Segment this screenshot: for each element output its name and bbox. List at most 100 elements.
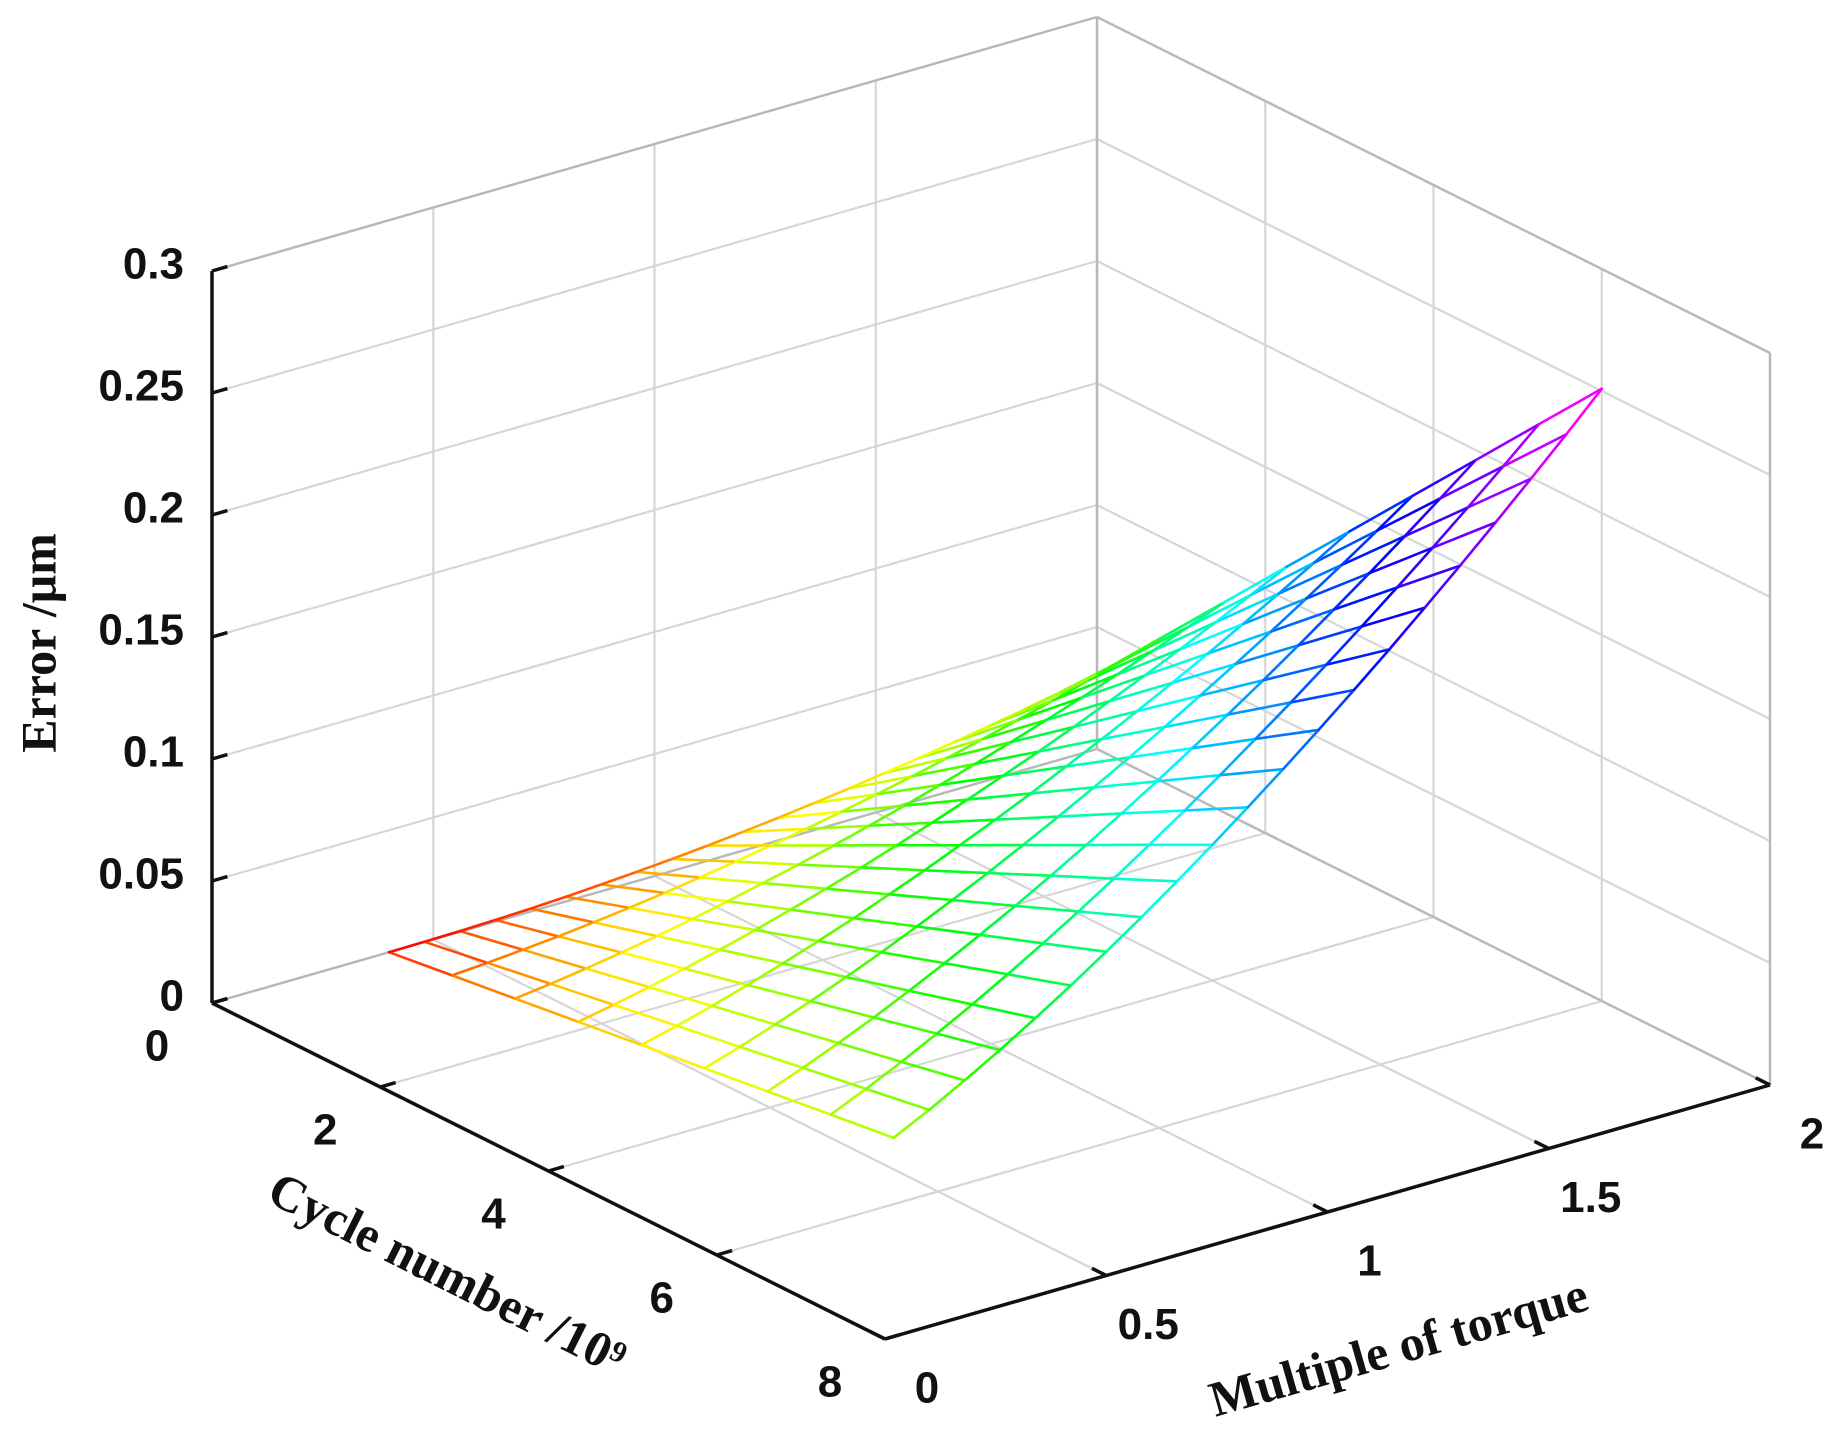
mesh-line — [1234, 630, 1273, 666]
mesh-line — [994, 792, 1033, 822]
mesh-line — [1360, 606, 1427, 628]
mesh-line — [970, 972, 1009, 1006]
mesh-line — [900, 1032, 939, 1064]
mesh-line — [1041, 942, 1108, 954]
mesh-line — [655, 917, 694, 938]
mesh-line — [1277, 561, 1316, 596]
mesh-line — [600, 870, 639, 886]
mesh-line — [907, 989, 974, 1006]
mesh-line — [1171, 662, 1237, 685]
mesh-line — [847, 771, 886, 790]
mesh-line — [703, 1066, 769, 1093]
mesh-line — [1234, 643, 1300, 666]
mesh-line — [974, 750, 1040, 766]
z-tick — [211, 630, 228, 639]
mesh-line — [733, 844, 772, 863]
mesh-line — [809, 975, 848, 1003]
mesh-line — [994, 815, 1060, 822]
mesh-line — [726, 899, 792, 911]
mesh-line — [840, 804, 906, 813]
mesh-line — [458, 929, 525, 952]
box-edge — [211, 15, 1098, 273]
mesh-line — [486, 961, 552, 986]
y-tick — [884, 1332, 901, 1341]
mesh-line — [1375, 494, 1414, 532]
mesh-line — [872, 989, 911, 1019]
mesh-line — [627, 906, 694, 921]
mesh-line — [1183, 773, 1222, 812]
mesh-line — [852, 916, 919, 928]
mesh-line — [1014, 904, 1080, 913]
mesh-line — [521, 948, 588, 970]
mesh-line — [875, 783, 942, 796]
mesh-line — [852, 893, 891, 920]
mesh-line — [986, 871, 1053, 878]
mesh-line — [1095, 637, 1162, 676]
mesh-line — [1198, 662, 1237, 697]
x-tick-label: 1 — [1357, 1237, 1381, 1286]
mesh-line — [1135, 694, 1202, 713]
mesh-line — [1348, 494, 1414, 533]
x-tick — [1312, 1203, 1329, 1214]
mesh-line — [423, 929, 462, 944]
mesh-line — [1198, 678, 1265, 697]
mesh-line — [844, 975, 911, 993]
mesh-line — [556, 935, 623, 954]
mesh-line — [670, 844, 709, 861]
mesh-line — [1501, 423, 1540, 468]
mesh-line — [738, 1023, 777, 1049]
mesh-line — [1001, 750, 1040, 777]
mesh-line — [837, 1041, 903, 1064]
mesh-line — [1057, 786, 1096, 818]
mesh-line — [1411, 458, 1477, 498]
mesh-line — [1037, 737, 1103, 753]
mesh-line — [867, 821, 934, 828]
mesh-line — [847, 774, 914, 790]
mesh-line — [1241, 592, 1280, 626]
mesh-line — [1080, 673, 1119, 700]
mesh-line — [675, 1004, 714, 1028]
mesh-line — [829, 1087, 868, 1116]
mesh-line — [663, 876, 702, 895]
x-tick-label: 0.5 — [1118, 1300, 1179, 1349]
mesh-line — [1261, 643, 1300, 682]
mesh-line — [1221, 565, 1288, 605]
mesh-line — [387, 950, 454, 977]
z-tick — [211, 264, 228, 273]
mesh-line — [1466, 477, 1533, 509]
mesh-line — [1060, 672, 1099, 693]
mesh-line — [458, 918, 497, 933]
mesh-line — [978, 904, 1017, 937]
mesh-line — [1241, 597, 1308, 626]
mesh-line — [1297, 625, 1363, 647]
mesh-line — [1143, 652, 1210, 677]
mesh-line — [620, 934, 659, 954]
mesh-layer — [387, 387, 1604, 1140]
mesh-line — [1226, 678, 1265, 716]
mesh-line — [1246, 767, 1285, 809]
mesh-line — [974, 740, 1013, 766]
mesh-line — [918, 737, 985, 759]
mesh-line — [640, 1043, 706, 1070]
grid-line — [379, 831, 1266, 1089]
mesh-line — [958, 818, 997, 847]
mesh-line — [683, 948, 722, 970]
mesh-line — [1006, 972, 1073, 987]
mesh-line — [966, 774, 1005, 801]
mesh-line — [1049, 874, 1116, 880]
mesh-line — [1104, 915, 1143, 954]
mesh-line — [1143, 647, 1182, 677]
mesh-line — [1395, 546, 1434, 589]
mesh-line — [1155, 746, 1194, 783]
mesh-line — [549, 982, 615, 1007]
mesh-line — [1289, 663, 1328, 704]
mesh-line — [753, 908, 792, 932]
mesh-line — [1431, 506, 1470, 550]
mesh-line — [1120, 809, 1186, 815]
mesh-line — [1107, 681, 1174, 703]
mesh-line — [895, 821, 934, 847]
mesh-line — [875, 774, 914, 796]
mesh-line — [1206, 630, 1273, 655]
mesh-line — [844, 950, 883, 979]
mesh-line — [970, 1003, 1037, 1020]
